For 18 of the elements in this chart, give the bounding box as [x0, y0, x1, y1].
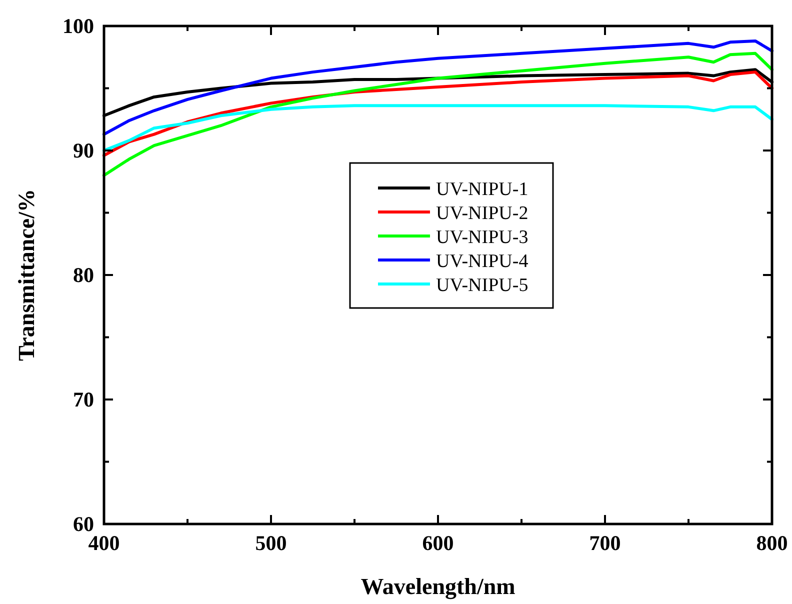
y-tick-label: 70 — [73, 388, 94, 412]
x-tick-label: 600 — [422, 531, 454, 555]
legend-label: UV-NIPU-3 — [436, 227, 528, 248]
x-tick-label: 800 — [756, 531, 788, 555]
y-tick-label: 90 — [73, 138, 94, 162]
y-tick-label: 100 — [62, 14, 94, 38]
line-series — [102, 104, 774, 152]
legend-label: UV-NIPU-5 — [436, 275, 528, 296]
line-series — [102, 52, 774, 177]
legend-label: UV-NIPU-4 — [436, 251, 529, 272]
legend-label: UV-NIPU-2 — [436, 203, 528, 224]
legend-label: UV-NIPU-1 — [436, 179, 528, 200]
line-series — [102, 39, 774, 136]
x-tick-label: 700 — [589, 531, 621, 555]
x-axis-title: Wavelength/nm — [360, 574, 516, 600]
x-tick-label: 500 — [255, 531, 287, 555]
y-tick-label: 80 — [73, 263, 94, 287]
y-axis-title: Transmittance/% — [14, 188, 39, 362]
